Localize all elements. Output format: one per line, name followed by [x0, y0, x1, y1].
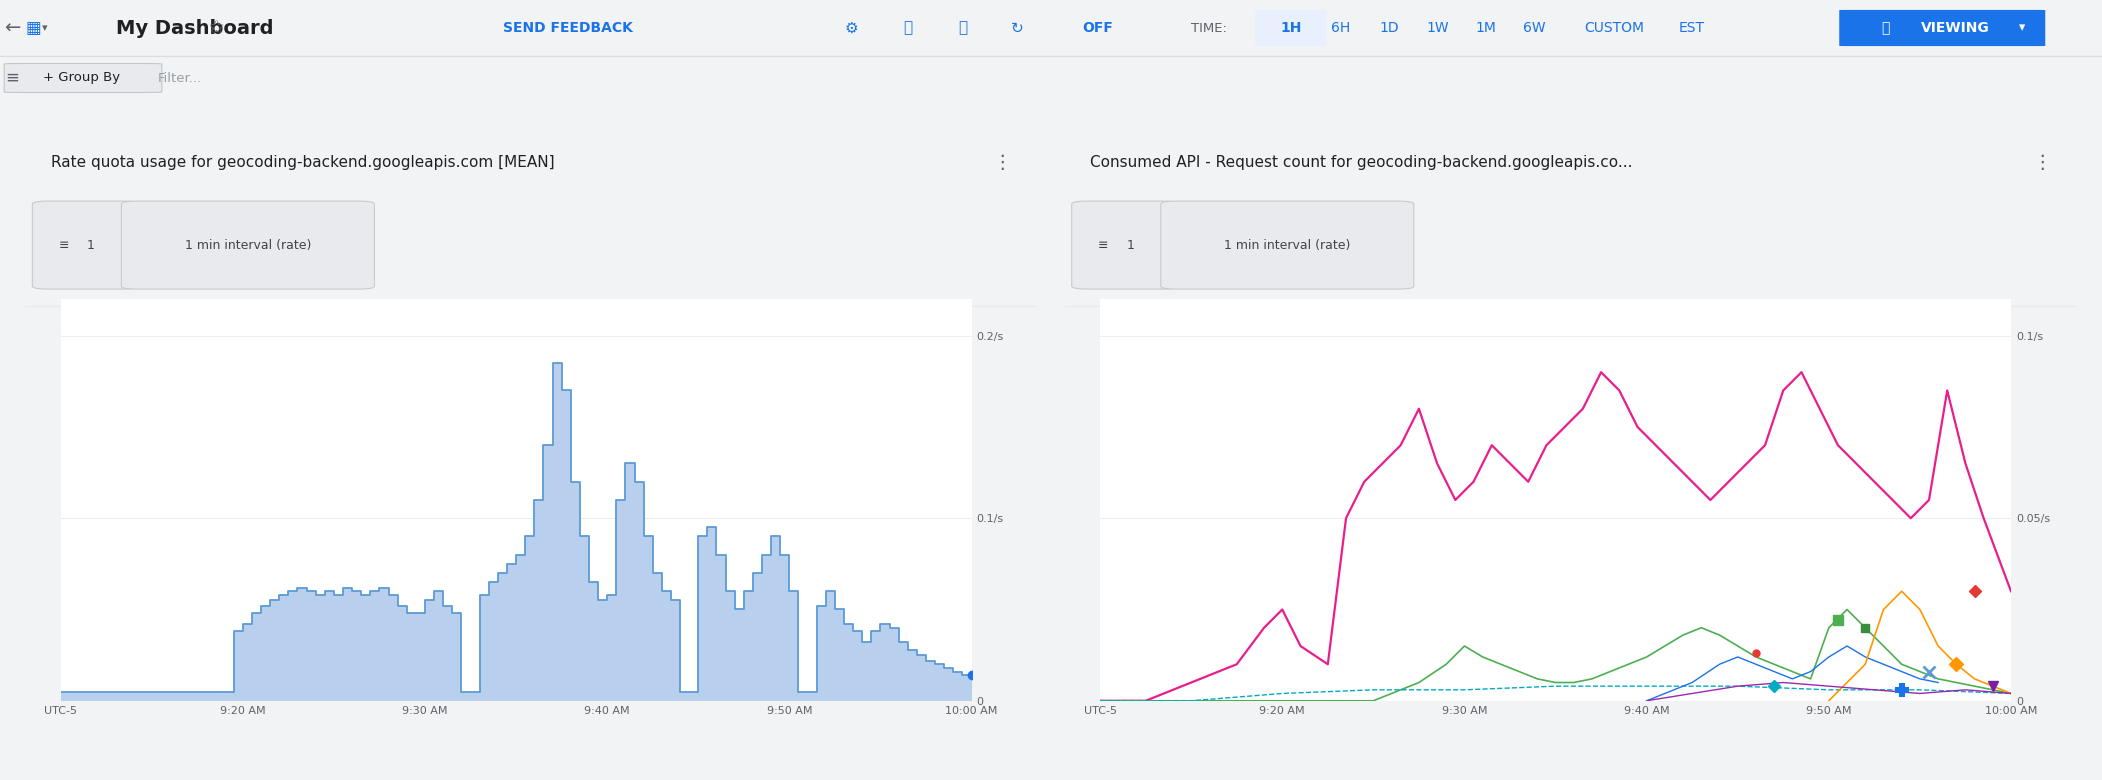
Text: TIME:: TIME: [1190, 22, 1228, 34]
Text: + Group By: + Group By [44, 72, 120, 84]
Text: 6H: 6H [1331, 21, 1352, 35]
Text: Consumed API - Request count for geocoding-backend.googleapis.co...: Consumed API - Request count for geocodi… [1091, 155, 1633, 171]
FancyBboxPatch shape [32, 201, 139, 289]
Text: OFF: OFF [1083, 21, 1114, 35]
Text: ≡: ≡ [6, 69, 19, 87]
Text: 1 min interval (rate): 1 min interval (rate) [185, 239, 311, 252]
Text: CUSTOM: CUSTOM [1585, 21, 1644, 35]
Text: 👁: 👁 [1881, 21, 1890, 35]
Text: 6W: 6W [1524, 21, 1545, 35]
Text: 1: 1 [86, 239, 95, 252]
FancyBboxPatch shape [1072, 201, 1177, 289]
Text: ⬜: ⬜ [904, 20, 912, 36]
Text: SEND FEEDBACK: SEND FEEDBACK [502, 21, 633, 35]
FancyBboxPatch shape [4, 63, 162, 93]
Text: ⚙: ⚙ [845, 20, 858, 36]
Text: 🔍: 🔍 [959, 20, 967, 36]
FancyBboxPatch shape [122, 201, 374, 289]
FancyBboxPatch shape [1255, 10, 1326, 46]
Text: 1: 1 [1127, 239, 1135, 252]
Text: Filter...: Filter... [158, 72, 202, 84]
Text: ⋮: ⋮ [992, 154, 1011, 172]
Text: ↻: ↻ [1011, 20, 1024, 36]
Text: ←: ← [4, 19, 21, 37]
Text: ✩: ✩ [208, 19, 225, 37]
Text: ▦: ▦ [25, 19, 42, 37]
Text: 1W: 1W [1427, 21, 1448, 35]
Text: EST: EST [1679, 21, 1705, 35]
Text: Rate quota usage for geocoding-backend.googleapis.com [MEAN]: Rate quota usage for geocoding-backend.g… [50, 155, 555, 171]
Text: VIEWING: VIEWING [1921, 21, 1988, 35]
Text: ≡: ≡ [1097, 239, 1108, 252]
FancyBboxPatch shape [1839, 10, 2045, 46]
Text: 1 min interval (rate): 1 min interval (rate) [1223, 239, 1349, 252]
FancyBboxPatch shape [1160, 201, 1415, 289]
Text: ⋮: ⋮ [2033, 154, 2052, 172]
Text: ▾: ▾ [2020, 22, 2024, 34]
Text: My Dashboard: My Dashboard [116, 19, 273, 37]
Text: ▾: ▾ [42, 23, 48, 33]
Text: 1H: 1H [1280, 21, 1301, 35]
Text: 1M: 1M [1476, 21, 1497, 35]
Text: 1D: 1D [1379, 21, 1400, 35]
Text: ≡: ≡ [59, 239, 69, 252]
